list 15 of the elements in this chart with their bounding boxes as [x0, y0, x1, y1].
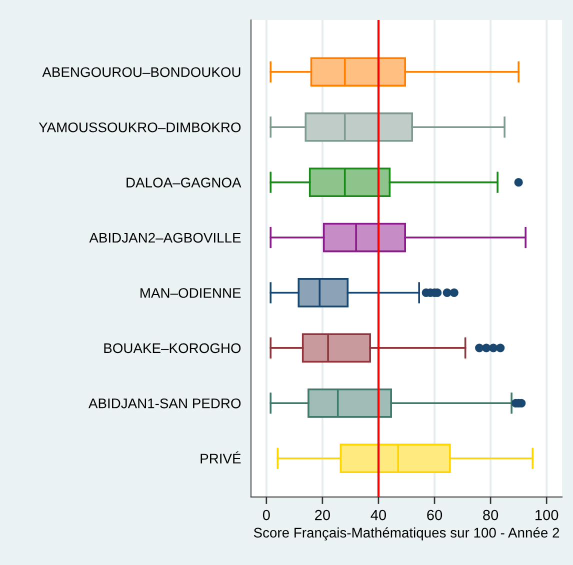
- x-tick-label: 40: [370, 510, 386, 520]
- y-tick-label: ABIDJAN2–AGBOVILLE: [89, 232, 241, 243]
- y-tick-label: MAN–ODIENNE: [140, 288, 241, 298]
- y-tick-label: DALOA–GAGNOA: [126, 178, 242, 188]
- y-tick-label: ABIDJAN1-SAN PEDRO: [88, 398, 241, 408]
- x-tick-label: 0: [262, 510, 270, 520]
- y-tick-label: YAMOUSSOUKRO–DIMBOKRO: [38, 122, 241, 132]
- x-axis-title: Score Français-Mathématiques sur 100 - Année 2: [254, 527, 560, 540]
- y-tick-label: PRIVÉ: [200, 451, 241, 464]
- x-tick-label: 20: [315, 510, 330, 520]
- x-tick-label: 60: [427, 510, 442, 520]
- x-tick-label: 100: [536, 510, 558, 520]
- y-tick-label: ABENGOUROU–BONDOUKOU: [42, 67, 240, 78]
- y-tick-label: BOUAKE–KOROGHO: [104, 343, 241, 354]
- x-tick-label: 80: [483, 510, 498, 520]
